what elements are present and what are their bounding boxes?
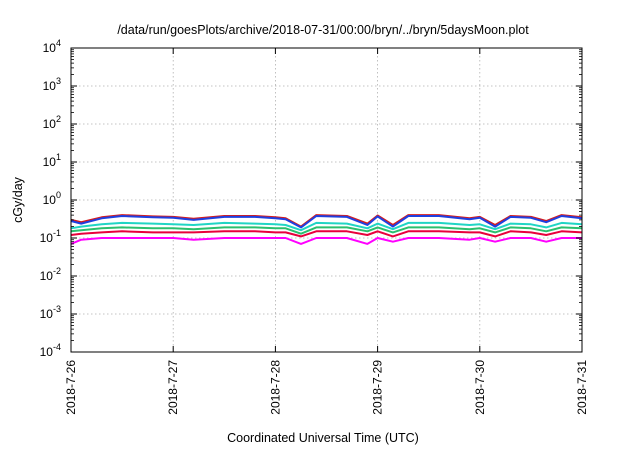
y-tick-label: 10-2 — [40, 266, 61, 283]
y-tick-label: 10-3 — [40, 304, 61, 321]
series-line — [70, 221, 583, 232]
y-tick-label: 10-4 — [40, 342, 61, 359]
y-tick-label: 10-1 — [40, 228, 61, 245]
x-tick-label: 2018-7-30 — [473, 360, 487, 415]
x-tick-label: 2018-7-26 — [64, 360, 78, 415]
series-line — [70, 226, 583, 235]
series-line — [70, 230, 583, 238]
ticks: 10-4 10-3 10-2 10-1 100 101 102 103 104 2018-7-26… — [40, 38, 589, 415]
y-tick-label: 101 — [43, 152, 61, 169]
grid — [71, 48, 582, 352]
x-axis-label: Coordinated Universal Time (UTC) — [227, 431, 419, 445]
x-tick-label: 2018-7-29 — [371, 360, 385, 415]
y-axis-label: cGy/day — [11, 176, 25, 223]
y-tick-label: 104 — [43, 38, 61, 55]
series-group — [70, 214, 583, 245]
x-tick-label: 2018-7-27 — [166, 360, 180, 415]
x-tick-label: 2018-7-31 — [575, 360, 589, 415]
y-tick-label: 103 — [43, 76, 61, 93]
series-line — [70, 237, 582, 245]
chart-title: /data/run/goesPlots/archive/2018-07-31/0… — [117, 23, 529, 37]
series-line — [70, 215, 583, 229]
x-tick-label: 2018-7-28 — [268, 360, 282, 415]
y-tick-label: 100 — [43, 190, 61, 207]
y-tick-label: 102 — [43, 114, 61, 131]
